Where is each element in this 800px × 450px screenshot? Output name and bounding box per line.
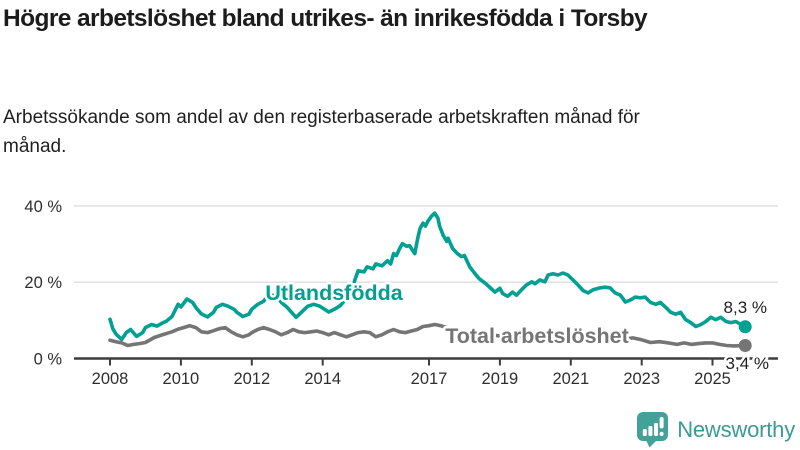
- logo-bubble-tail: [646, 440, 658, 448]
- logo-exclamation-stroke: [659, 417, 664, 429]
- x-tick-label: 2019: [482, 370, 519, 388]
- series-label-total: Total arbetslöshet: [445, 324, 629, 348]
- x-tick-label: 2008: [92, 370, 129, 388]
- end-value-label-utlandsfodda: 8,3 %: [724, 298, 767, 317]
- x-tick-label: 2014: [304, 370, 341, 388]
- x-tick-label: 2012: [233, 370, 270, 388]
- series-line-utlandsfodda: [108, 211, 748, 342]
- series-end-dot-utlandsfodda: [738, 320, 752, 334]
- y-tick-label: 20 %: [24, 274, 62, 292]
- logo-bar-medium: [648, 426, 653, 436]
- series-end-dot-total: [738, 339, 752, 352]
- logo-bar-large: [654, 423, 659, 436]
- chart-subtitle: Arbetssökande som andel av den registerb…: [3, 107, 640, 157]
- logo-exclamation-dot: [659, 431, 664, 436]
- x-tick-label: 2017: [411, 370, 448, 388]
- series-label-utlandsfodda: Utlandsfödda: [265, 281, 403, 305]
- x-tick-label: 2025: [694, 370, 731, 388]
- y-tick-label: 0 %: [34, 351, 63, 369]
- end-value-label-total: 3,4 %: [726, 354, 769, 373]
- series-line-total: [108, 322, 748, 348]
- newsworthy-logo-text: Newsworthy: [677, 416, 795, 442]
- chart-title: Högre arbetslöshet bland utrikes- än inr…: [3, 5, 648, 32]
- x-tick-label: 2023: [623, 370, 660, 388]
- newsworthy-logo: Newsworthy: [636, 411, 795, 448]
- y-tick-label: 40 %: [24, 198, 62, 216]
- x-tick-label: 2010: [163, 370, 200, 388]
- newsworthy-logo-icon: [637, 412, 669, 448]
- logo-bar-small: [642, 429, 647, 436]
- x-tick-label: 2021: [552, 370, 589, 388]
